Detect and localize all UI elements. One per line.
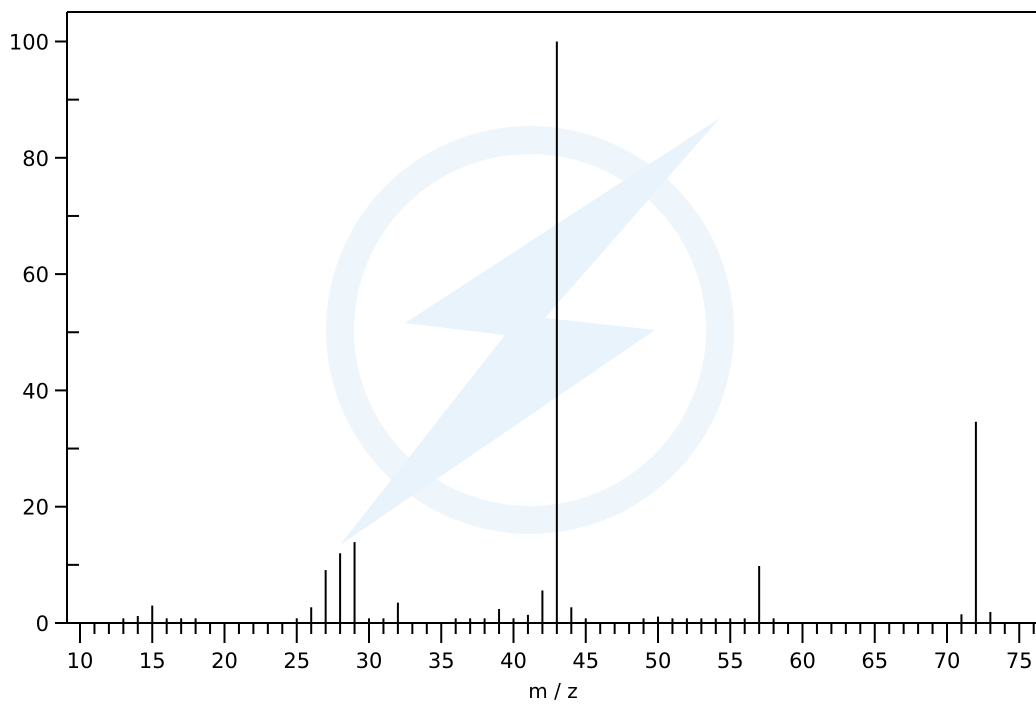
x-axis: 10 15 20 25 30 35 40 45 50 55 60 65 70 75 [67, 623, 1035, 673]
x-tick-label: 25 [283, 649, 310, 673]
x-tick-label: 20 [211, 649, 238, 673]
x-tick-label: 55 [717, 649, 744, 673]
x-tick-label: 15 [139, 649, 166, 673]
x-tick-label: 10 [67, 649, 94, 673]
watermark-logo [326, 118, 734, 545]
y-tick-label: 80 [22, 147, 49, 171]
x-tick-label: 50 [645, 649, 672, 673]
y-tick-label: 0 [36, 612, 49, 636]
x-tick-label: 40 [500, 649, 527, 673]
x-tick-label: 60 [789, 649, 816, 673]
x-tick-label: 75 [1006, 649, 1033, 673]
watermark-ring [326, 126, 734, 534]
x-axis-title: m / z [528, 679, 577, 702]
x-tick-label: 35 [428, 649, 455, 673]
x-tick-label: 45 [572, 649, 599, 673]
x-tick-label: 70 [934, 649, 961, 673]
y-tick-label: 40 [22, 379, 49, 403]
x-tick-label: 65 [861, 649, 888, 673]
watermark-bolt [340, 118, 720, 545]
spectrum-peaks [122, 41, 992, 623]
y-tick-label: 20 [22, 496, 49, 520]
y-axis: 0 20 40 60 80 100 [9, 31, 79, 636]
y-tick-label: 60 [22, 263, 49, 287]
x-tick-label: 30 [356, 649, 383, 673]
y-tick-label: 100 [9, 31, 49, 55]
